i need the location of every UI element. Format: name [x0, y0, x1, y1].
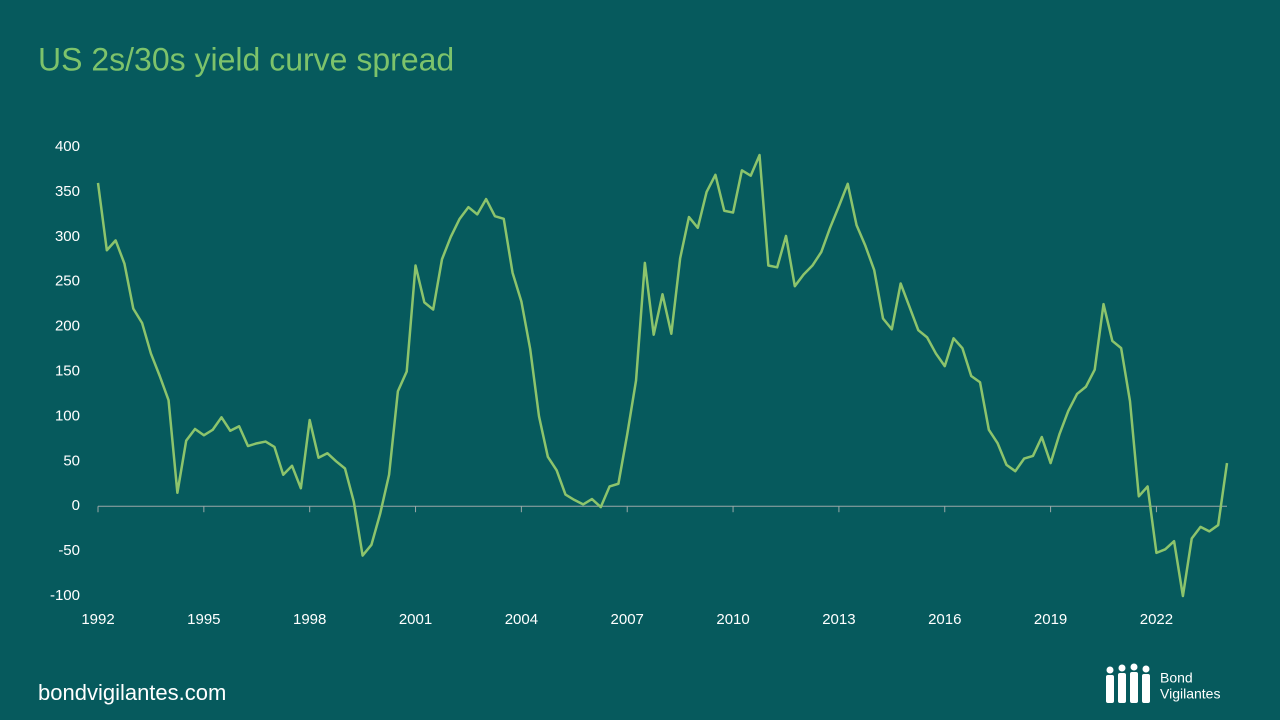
x-tick-label: 1998	[293, 611, 326, 628]
x-tick-label: 1992	[81, 611, 114, 628]
x-tick-label: 1995	[187, 611, 220, 628]
x-tick-label: 2019	[1034, 611, 1067, 628]
x-tick-label: 2022	[1140, 611, 1173, 628]
x-tick-label: 2004	[505, 611, 538, 628]
logo-text: Bond	[1160, 670, 1193, 686]
y-tick-label: -50	[58, 542, 80, 559]
x-tick-label: 2007	[611, 611, 644, 628]
x-tick-label: 2016	[928, 611, 961, 628]
logo-figures	[1106, 663, 1150, 703]
y-tick-label: 50	[63, 452, 80, 469]
y-tick-label: 200	[55, 318, 80, 335]
series-line	[96, 153, 1229, 598]
x-tick-label: 2001	[399, 611, 432, 628]
y-tick-label: 150	[55, 362, 80, 379]
footer: bondvigilantes.com	[38, 680, 226, 705]
y-tick-label: 250	[55, 273, 80, 290]
y-tick-label: 400	[55, 138, 80, 155]
y-tick-label: -100	[50, 587, 80, 604]
y-tick-label: 100	[55, 407, 80, 424]
x-tick-label: 2013	[822, 611, 855, 628]
y-tick-label: 0	[72, 497, 80, 514]
logo-text: Vigilantes	[1160, 686, 1220, 702]
x-tick-label: 2010	[716, 611, 749, 628]
chart-title: US 2s/30s yield curve spread	[38, 41, 454, 77]
y-tick-label: 300	[55, 228, 80, 245]
y-tick-label: 350	[55, 183, 80, 200]
